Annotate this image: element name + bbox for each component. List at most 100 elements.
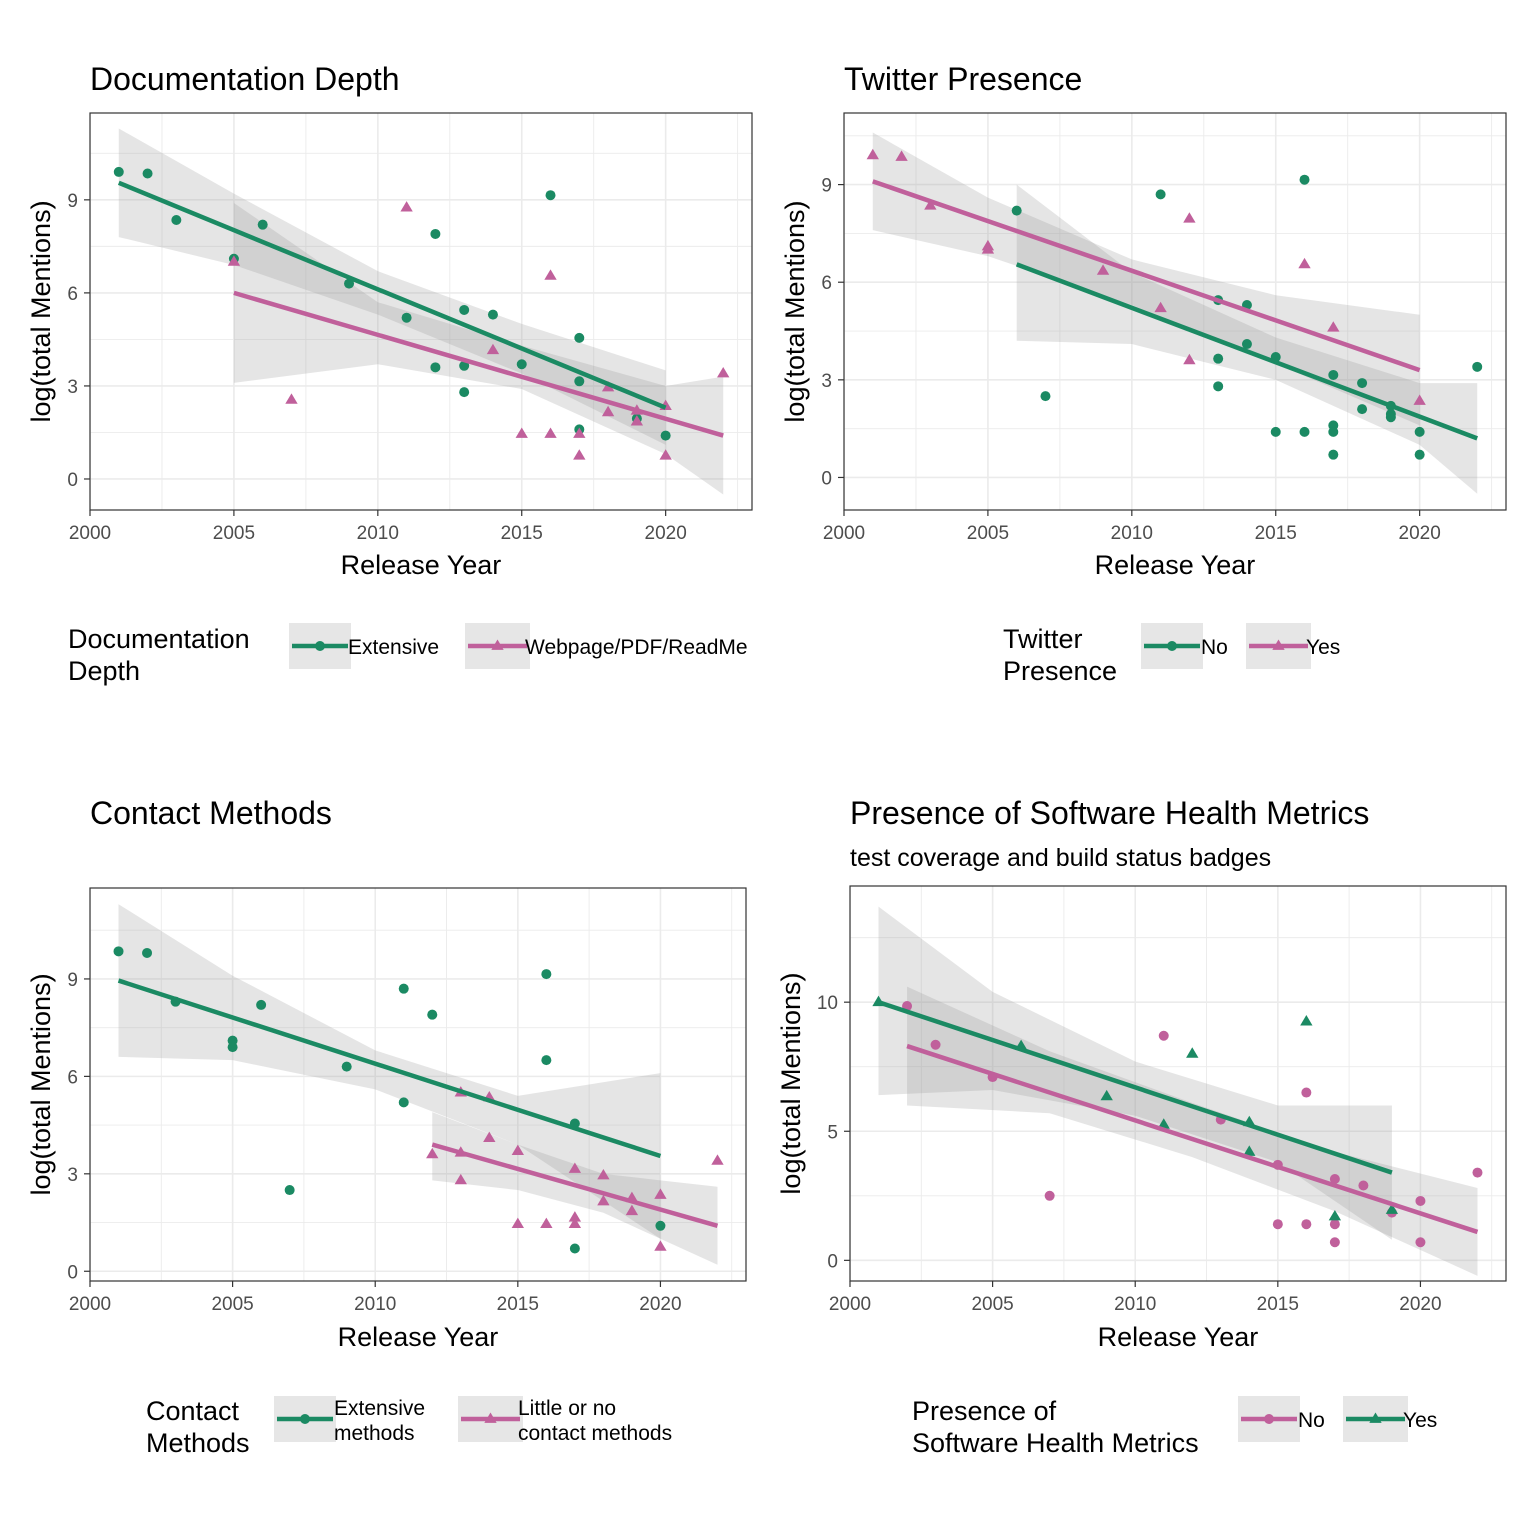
data-point: [1328, 426, 1339, 437]
x-tick-label: 2010: [354, 1294, 396, 1315]
data-point: [717, 367, 730, 378]
data-point: [483, 1131, 496, 1142]
data-point: [1299, 174, 1310, 185]
legend-title: Methods: [146, 1428, 250, 1458]
legend-key-point: [491, 639, 504, 650]
data-point: [426, 1147, 439, 1159]
x-tick-label: 2010: [1111, 523, 1153, 544]
data-point: [1299, 426, 1310, 437]
panel-2: Twitter Presence 2000 2005 2010 2015 2020 0 3 6 9…: [780, 61, 1507, 686]
y-tick-label: 9: [821, 176, 832, 197]
panel-title: Twitter Presence: [844, 61, 1082, 97]
y-tick-label: 3: [821, 371, 832, 392]
data-point: [1414, 449, 1425, 460]
fit-line: [1015, 262, 1479, 441]
legend-title: Contact: [146, 1396, 240, 1426]
data-point: [430, 228, 441, 239]
panel-border: [89, 887, 747, 1282]
data-point: [1157, 1118, 1170, 1129]
confidence-band: [118, 904, 661, 1239]
data-point: [1272, 1219, 1283, 1230]
panel-3: Contact Methods 2000 2005 2010 2015 2020 0 3 6 9 R…: [26, 795, 747, 1458]
data-point: [930, 1039, 941, 1050]
data-point: [568, 1162, 582, 1173]
fit-lines: [872, 179, 1479, 441]
data-point: [1096, 264, 1110, 275]
data-point: [1414, 426, 1425, 437]
x-tick-label: 2000: [69, 1294, 111, 1315]
data-point: [1241, 339, 1252, 350]
x-tick-label: 2005: [971, 1294, 1013, 1315]
grid: [850, 886, 1506, 1281]
data-point: [1328, 1209, 1342, 1221]
data-point: [545, 190, 556, 201]
y-axis-title: log(total Mentions): [780, 200, 810, 422]
data-point: [924, 199, 937, 210]
panel-1: Documentation Depth 2000 2005 2010 2015 2020 0…: [26, 61, 753, 686]
data-point: [1472, 361, 1483, 372]
x-tick-label: 2000: [823, 523, 865, 544]
data-point: [1329, 1237, 1340, 1248]
points: [113, 946, 724, 1254]
fit-line: [431, 1142, 719, 1228]
data-point: [659, 449, 672, 460]
y-tick-label: 0: [827, 1251, 838, 1272]
data-point: [401, 312, 412, 323]
x-axis-title: Release Year: [1095, 550, 1256, 580]
data-point: [344, 278, 355, 289]
data-point: [1155, 189, 1166, 200]
data-point: [544, 427, 557, 438]
data-point: [1270, 426, 1281, 437]
x-axis-title: Release Year: [338, 1322, 499, 1352]
data-point: [569, 1243, 580, 1254]
y-tick-label: 6: [67, 1067, 78, 1088]
data-point: [625, 1204, 639, 1216]
data-point: [866, 148, 879, 160]
data-point: [540, 1217, 553, 1229]
fit-line: [872, 179, 1421, 373]
y-tick-label: 9: [67, 970, 78, 991]
data-point: [1243, 1145, 1256, 1156]
data-point: [398, 983, 409, 994]
data-point: [1213, 381, 1224, 392]
data-point: [1328, 449, 1339, 460]
data-point: [711, 1154, 724, 1165]
legend-title: Presence: [1003, 656, 1117, 686]
x-tick-label: 2015: [497, 1294, 539, 1315]
confidence-bands: [872, 132, 1478, 494]
data-point: [427, 1009, 438, 1020]
grid: [90, 888, 746, 1281]
x-tick-label: 2000: [69, 523, 111, 544]
data-point: [574, 376, 585, 387]
x-tick-label: 2020: [1399, 1294, 1441, 1315]
x-tick-label: 2005: [967, 523, 1009, 544]
confidence-bands: [118, 904, 718, 1265]
y-tick-label: 6: [821, 273, 832, 294]
data-point: [1357, 378, 1368, 389]
data-point: [511, 1144, 525, 1155]
panel-border: [89, 112, 753, 511]
data-point: [284, 1185, 295, 1196]
legend-key-point: [1272, 639, 1285, 650]
data-point: [1183, 212, 1196, 223]
data-point: [113, 166, 124, 177]
data-point: [1301, 1087, 1312, 1098]
data-point: [285, 393, 298, 404]
fit-line: [117, 180, 667, 410]
legend-title: Documentation: [68, 624, 250, 654]
y-axis-title: log(total Mentions): [776, 972, 806, 1194]
legend-title: Twitter: [1003, 624, 1083, 654]
data-point: [1100, 1089, 1113, 1101]
legend-label: Little or no: [518, 1397, 616, 1420]
data-point: [257, 219, 268, 230]
y-tick-label: 0: [67, 470, 78, 491]
fit-line: [233, 290, 724, 438]
y-tick-label: 6: [67, 284, 78, 305]
data-point: [1413, 394, 1426, 405]
data-point: [1040, 391, 1051, 402]
x-axis-title: Release Year: [1098, 1322, 1259, 1352]
data-point: [515, 427, 528, 438]
